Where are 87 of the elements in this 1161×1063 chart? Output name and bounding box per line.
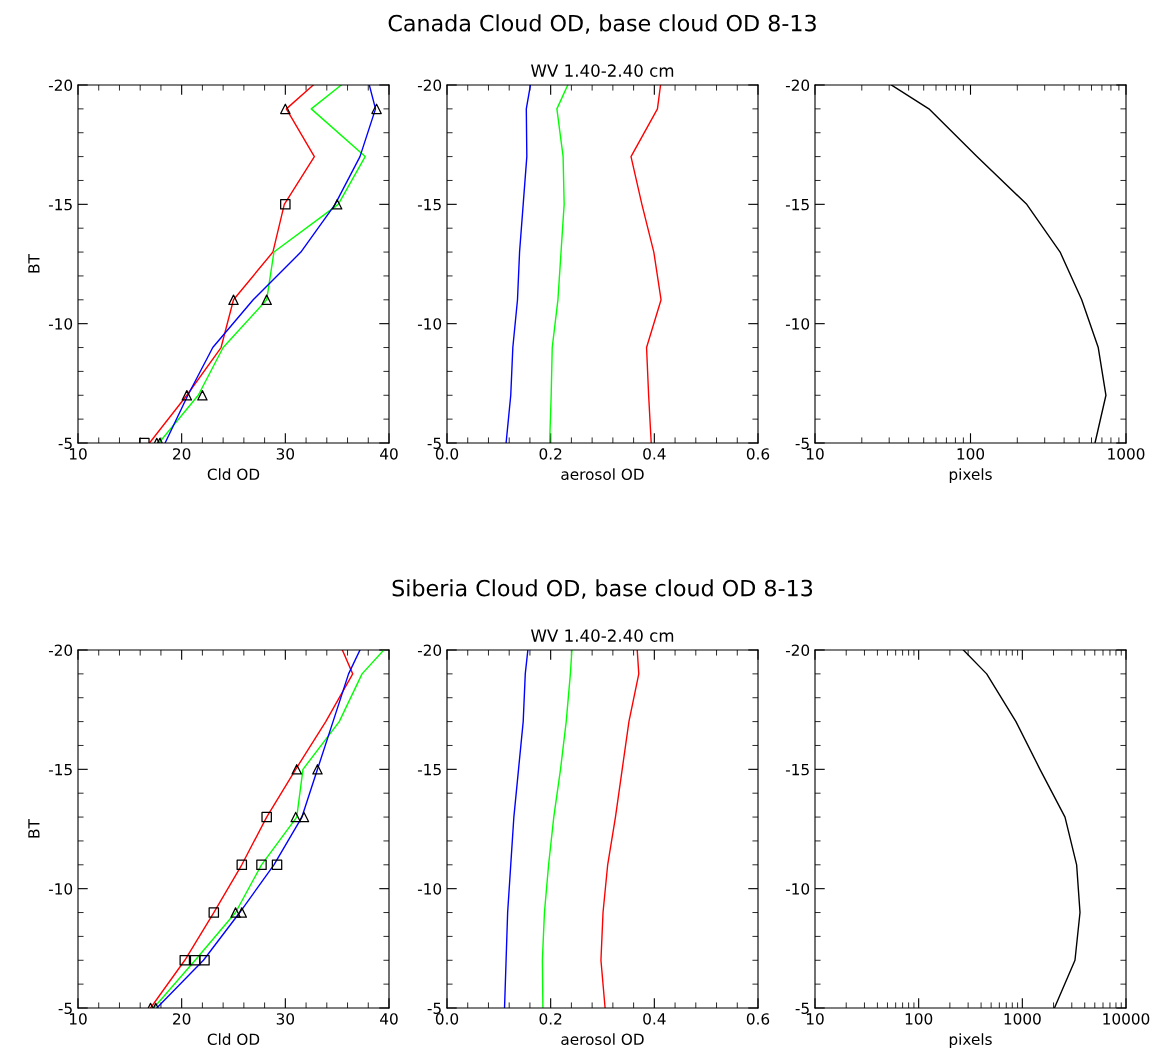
chart-title: Siberia Cloud OD, base cloud OD 8-13 <box>392 579 813 599</box>
x-tick-label: 40 <box>380 448 398 460</box>
point <box>228 294 239 306</box>
y-tick-label: -10 <box>417 883 442 895</box>
x-tick-label: 10 <box>806 448 824 460</box>
line-series <box>600 650 640 1008</box>
point <box>290 811 301 823</box>
x-tick-label: 1000 <box>1108 448 1145 460</box>
line-series <box>505 85 532 443</box>
point <box>199 954 210 966</box>
point <box>261 294 272 306</box>
point <box>371 103 382 115</box>
y-tick-label: -5 <box>58 1002 72 1015</box>
point <box>280 199 291 210</box>
x-tick-label: 20 <box>173 1013 191 1025</box>
y-tick-label: -10 <box>785 318 810 330</box>
y-tick-label: -5 <box>427 437 441 450</box>
x-axis-title: pixels <box>949 1033 992 1048</box>
y-tick-label: -10 <box>48 318 73 330</box>
line-series <box>548 85 569 443</box>
x-tick-label: 10000 <box>1103 1013 1150 1025</box>
x-tick-label: 100 <box>957 448 985 460</box>
x-tick-label: 0.6 <box>746 1013 770 1025</box>
y-tick-label: -15 <box>785 199 809 211</box>
point <box>256 859 267 871</box>
x-tick-label: 30 <box>276 1013 295 1025</box>
y-tick-label: -15 <box>48 764 72 776</box>
x-axis-title: Cld OD <box>207 1033 260 1046</box>
point <box>181 389 193 401</box>
y-tick-label: -15 <box>48 199 72 211</box>
y-tick-label: -15 <box>785 764 809 776</box>
point <box>236 907 248 918</box>
line-series <box>630 85 662 443</box>
y-tick-label: -20 <box>417 644 442 657</box>
y-tick-label: -5 <box>427 1002 441 1015</box>
x-tick-label: 0.4 <box>643 1013 666 1025</box>
y-tick-label: -20 <box>785 79 810 92</box>
point <box>261 811 272 823</box>
x-tick-label: 100 <box>905 1013 933 1025</box>
y-tick-label: -20 <box>48 644 73 657</box>
point <box>230 907 241 918</box>
y-tick-label: -20 <box>417 79 442 92</box>
y-axis-title: BT <box>28 819 40 838</box>
line-series <box>503 650 529 1008</box>
x-tick-label: 0.4 <box>643 448 666 460</box>
point <box>280 103 291 115</box>
x-axis-title: Cld OD <box>207 468 260 481</box>
point <box>197 389 208 401</box>
y-axis-title: BT <box>28 254 40 273</box>
x-tick-label: 0.0 <box>435 448 459 460</box>
point <box>271 859 283 871</box>
y-tick-label: -15 <box>417 199 441 211</box>
point <box>298 811 310 823</box>
point <box>208 907 220 918</box>
point <box>236 859 248 871</box>
x-axis-title: aerosol OD <box>561 1033 644 1046</box>
x-axis-title: aerosol OD <box>561 468 644 481</box>
y-tick-label: -5 <box>795 437 809 450</box>
chart-title: Canada Cloud OD, base cloud OD 8-13 <box>388 14 816 34</box>
point <box>179 954 191 966</box>
y-tick-label: -5 <box>795 1002 809 1015</box>
point <box>291 764 303 775</box>
x-tick-label: 20 <box>173 448 191 460</box>
y-tick-label: -10 <box>417 318 442 330</box>
x-tick-label: 30 <box>276 448 295 460</box>
chart-subtitle: WV 1.40-2.40 cm <box>531 64 674 77</box>
x-tick-label: 10 <box>69 1013 87 1025</box>
x-axis-title: pixels <box>949 468 992 483</box>
y-tick-label: -20 <box>785 644 810 657</box>
x-tick-label: 1000 <box>1004 1013 1041 1025</box>
x-tick-label: 0.2 <box>539 448 562 460</box>
y-tick-label: -5 <box>58 437 72 450</box>
line-series <box>541 650 573 1008</box>
x-tick-label: 0.0 <box>435 1013 459 1025</box>
x-tick-label: 10 <box>806 1013 824 1025</box>
chart-subtitle: WV 1.40-2.40 cm <box>531 629 674 642</box>
x-tick-label: 0.2 <box>539 1013 562 1025</box>
y-tick-label: -10 <box>48 883 73 895</box>
y-tick-label: -10 <box>785 883 810 895</box>
point <box>331 199 343 210</box>
y-tick-label: -20 <box>48 79 73 92</box>
point <box>189 954 201 966</box>
x-tick-label: 40 <box>380 1013 398 1025</box>
y-tick-label: -15 <box>417 764 441 776</box>
x-tick-label: 10 <box>69 448 87 460</box>
x-tick-label: 0.6 <box>746 448 770 460</box>
point <box>312 764 323 775</box>
